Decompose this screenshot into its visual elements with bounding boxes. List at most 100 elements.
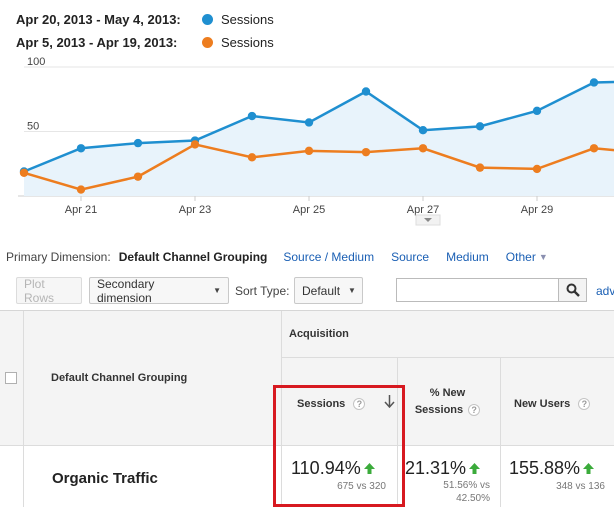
new-users-column-header[interactable]: New Users ? bbox=[514, 398, 591, 411]
sort-type-label: Sort Type: bbox=[235, 284, 290, 298]
secondary-dimension-dropdown[interactable]: Secondary dimension ▼ bbox=[89, 276, 229, 305]
legend-current-dot bbox=[202, 14, 213, 25]
data-point bbox=[190, 140, 200, 149]
legend-row-current: Apr 20, 2013 - May 4, 2013: Sessions bbox=[16, 8, 274, 31]
legend-previous-dot bbox=[202, 37, 213, 48]
new-sessions-header-line1: % New bbox=[429, 387, 466, 399]
chart-points-layer bbox=[19, 78, 599, 194]
plot-rows-button[interactable]: Plot Rows bbox=[16, 276, 82, 305]
data-point bbox=[589, 144, 599, 153]
column-divider bbox=[281, 311, 282, 507]
series-area bbox=[24, 82, 614, 196]
data-point bbox=[418, 126, 428, 135]
data-point bbox=[76, 185, 86, 194]
acquisition-group-header: Acquisition bbox=[289, 328, 349, 340]
plot-rows-label: Plot Rows bbox=[24, 276, 55, 305]
new-users-comparison: 348 vs 136 bbox=[556, 481, 605, 492]
dimension-source[interactable]: Source bbox=[391, 250, 430, 264]
data-point bbox=[133, 172, 143, 181]
data-point bbox=[361, 147, 371, 157]
data-point bbox=[247, 153, 257, 162]
column-divider bbox=[397, 357, 398, 507]
sessions-header-label: Sessions bbox=[297, 398, 346, 410]
new-sessions-change-text: 21.31% bbox=[405, 458, 467, 478]
legend-row-previous: Apr 5, 2013 - Apr 19, 2013: Sessions bbox=[16, 31, 274, 54]
column-divider bbox=[23, 311, 24, 507]
x-tick-label: Apr 27 bbox=[407, 204, 439, 216]
new-users-change-value: 155.88% bbox=[509, 458, 595, 479]
data-point bbox=[361, 87, 371, 96]
chevron-down-icon: ▼ bbox=[348, 286, 356, 295]
chart-area-layer bbox=[24, 82, 614, 196]
arrow-up-icon bbox=[469, 463, 481, 474]
dimension-default-channel-grouping[interactable]: Default Channel Grouping bbox=[118, 250, 268, 264]
chart-resize-handle[interactable] bbox=[415, 214, 441, 226]
group-header-divider bbox=[281, 357, 614, 358]
data-point bbox=[475, 163, 485, 172]
dimension-column-header[interactable]: Default Channel Grouping bbox=[51, 372, 188, 384]
sort-type-value: Default bbox=[302, 283, 341, 298]
data-point bbox=[589, 78, 599, 87]
dimension-other-dropdown[interactable]: Other ▼ bbox=[506, 250, 548, 264]
arrow-up-icon bbox=[363, 463, 375, 474]
table-toolbar: Plot Rows Secondary dimension ▼ Sort Typ… bbox=[0, 273, 614, 310]
data-table: Default Channel Grouping Acquisition Ses… bbox=[0, 310, 614, 507]
x-tick-label: Apr 25 bbox=[293, 204, 325, 216]
help-icon[interactable]: ? bbox=[468, 404, 481, 417]
chevron-down-icon: ▼ bbox=[538, 252, 548, 262]
sessions-change-value: 110.94% bbox=[291, 458, 375, 479]
new-sessions-header-line2: Sessions? bbox=[400, 402, 495, 419]
data-point bbox=[475, 122, 485, 131]
chart-labels-layer: 100 50 Apr 21 Apr 23 Apr 25 Apr 27 Apr 29 bbox=[27, 56, 553, 216]
dimension-other-label: Other bbox=[505, 250, 536, 264]
dimension-source-medium[interactable]: Source / Medium bbox=[283, 250, 375, 264]
x-tick-label: Apr 23 bbox=[179, 204, 211, 216]
data-point bbox=[76, 144, 86, 153]
chart-legend: Apr 20, 2013 - May 4, 2013: Sessions Apr… bbox=[16, 8, 274, 54]
primary-dimension-bar: Primary Dimension: Default Channel Group… bbox=[6, 250, 548, 264]
legend-current-series: Sessions bbox=[221, 12, 274, 27]
data-point bbox=[532, 164, 542, 174]
select-all-checkbox[interactable] bbox=[5, 372, 17, 384]
header-bottom-divider bbox=[0, 445, 614, 446]
chart-lines-layer bbox=[23, 80, 614, 191]
help-icon[interactable]: ? bbox=[353, 398, 366, 411]
new-sessions-comparison-line1: 51.56% vs bbox=[443, 480, 490, 491]
legend-previous-series: Sessions bbox=[221, 35, 274, 50]
legend-current-range: Apr 20, 2013 - May 4, 2013: bbox=[16, 12, 181, 27]
data-point bbox=[304, 118, 314, 127]
legend-previous-range: Apr 5, 2013 - Apr 19, 2013: bbox=[16, 35, 178, 50]
dimension-medium[interactable]: Medium bbox=[446, 250, 489, 264]
x-tick-label: Apr 21 bbox=[65, 204, 97, 216]
data-point bbox=[19, 168, 29, 177]
sort-descending-icon[interactable] bbox=[384, 395, 395, 408]
data-point bbox=[418, 144, 428, 153]
table-search-input[interactable] bbox=[396, 278, 559, 302]
new-sessions-column-header[interactable]: % New Sessions? bbox=[400, 385, 495, 419]
x-tick-label: Apr 29 bbox=[521, 204, 553, 216]
arrow-up-icon bbox=[583, 463, 595, 474]
table-header bbox=[0, 311, 614, 445]
row-label-organic-traffic[interactable]: Organic Traffic bbox=[52, 470, 158, 487]
chevron-down-icon: ▼ bbox=[213, 286, 221, 295]
search-button[interactable] bbox=[558, 278, 587, 302]
sessions-comparison: 675 vs 320 bbox=[337, 481, 386, 492]
sort-type-dropdown[interactable]: Default ▼ bbox=[294, 277, 363, 304]
new-users-header-label: New Users bbox=[514, 398, 571, 410]
help-icon[interactable]: ? bbox=[578, 398, 591, 411]
sessions-line-chart[interactable]: 100 50 Apr 21 Apr 23 Apr 25 Apr 27 Apr 29 bbox=[0, 55, 614, 230]
new-sessions-change-value: 21.31% bbox=[405, 458, 481, 479]
y-tick-label: 100 bbox=[27, 56, 45, 68]
sessions-column-header[interactable]: Sessions ? bbox=[297, 398, 366, 411]
data-point bbox=[133, 138, 143, 148]
new-sessions-comparison-line2: 42.50% bbox=[456, 493, 490, 504]
new-users-change-text: 155.88% bbox=[509, 458, 581, 478]
column-divider bbox=[500, 357, 501, 507]
secondary-dimension-label: Secondary dimension bbox=[97, 276, 155, 305]
data-point bbox=[304, 146, 314, 156]
new-sessions-header-label: Sessions bbox=[414, 404, 464, 416]
advanced-link[interactable]: adv bbox=[596, 284, 614, 298]
primary-dimension-label: Primary Dimension: bbox=[6, 250, 111, 264]
data-point bbox=[247, 111, 257, 121]
series-line bbox=[23, 143, 614, 191]
